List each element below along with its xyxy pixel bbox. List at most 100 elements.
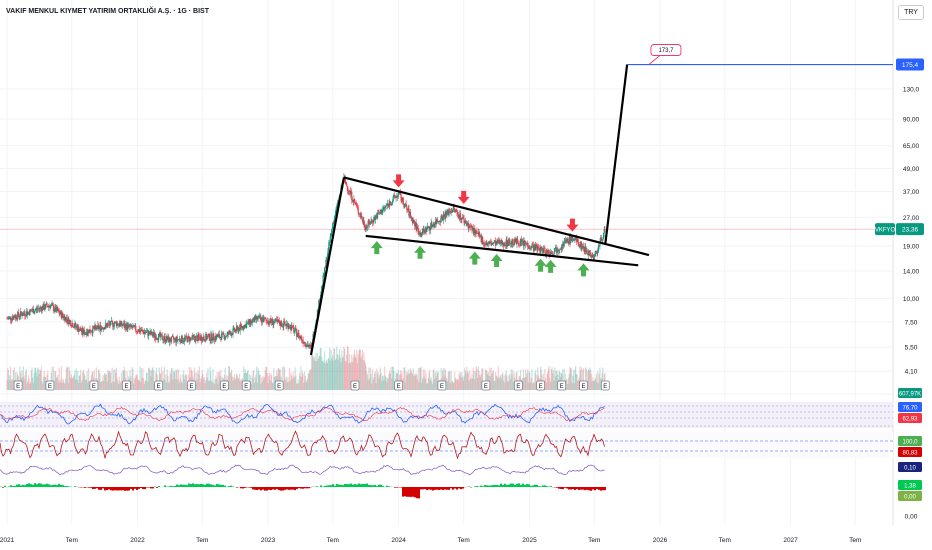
candle-body — [493, 241, 495, 244]
candle-body — [439, 221, 442, 223]
volume-bar — [491, 373, 493, 390]
volume-bar — [182, 374, 184, 390]
candle-body — [525, 243, 527, 245]
volume-bar — [436, 373, 439, 390]
volume-bar — [354, 349, 356, 390]
candle-body — [219, 336, 221, 338]
candle-body — [401, 200, 403, 202]
candle-body — [143, 331, 145, 334]
volume-bar — [477, 377, 479, 390]
candle-body — [384, 206, 386, 208]
volume-bar — [289, 380, 291, 390]
volume-bar — [214, 379, 216, 390]
volume-bar — [354, 356, 356, 390]
volume-bar — [264, 370, 266, 390]
candle-body — [396, 195, 399, 198]
candle-body — [209, 339, 211, 341]
volume-bar — [550, 368, 552, 390]
volume-bar — [552, 370, 555, 390]
histogram-bar — [488, 485, 490, 487]
candle-body — [133, 325, 135, 327]
candle-body — [602, 239, 604, 241]
histogram-bar — [140, 487, 142, 489]
candle-body — [522, 241, 524, 242]
volume-bar — [509, 379, 512, 390]
volume-bar — [500, 378, 502, 390]
candle-body — [254, 316, 256, 317]
volume-bar — [426, 383, 429, 390]
candle-body — [163, 339, 165, 341]
volume-bar — [294, 367, 296, 390]
candle-body — [360, 216, 362, 218]
candle-body — [14, 317, 16, 319]
candle-body — [321, 284, 324, 286]
candle-body — [78, 330, 80, 332]
candle-body — [523, 240, 525, 246]
down-arrow-icon — [566, 218, 579, 232]
volume-bar — [497, 366, 499, 390]
histogram-bar — [540, 486, 542, 487]
histogram-bar — [560, 487, 562, 489]
volume-bar — [504, 382, 506, 390]
candle-body — [153, 332, 155, 338]
candle-body — [83, 329, 85, 335]
histogram-bar — [360, 484, 362, 487]
histogram-bar — [102, 487, 104, 489]
candle-body — [395, 196, 397, 198]
volume-bar — [38, 374, 40, 390]
volume-bar — [516, 371, 518, 390]
candle-body — [330, 233, 332, 237]
histogram-bar — [356, 484, 358, 487]
volume-bar — [208, 380, 210, 390]
candle-body — [273, 323, 275, 326]
candle-body — [488, 241, 490, 244]
volume-bar — [412, 368, 414, 390]
candle-body — [71, 323, 73, 327]
histogram-bar — [590, 487, 592, 491]
histogram-bar — [332, 484, 334, 487]
histogram-bar — [580, 487, 582, 490]
candle-body — [291, 325, 293, 331]
time-tick-label: Tem — [327, 537, 339, 544]
volume-bar — [588, 370, 590, 390]
indicator-panes — [0, 402, 893, 499]
candle-body — [294, 328, 296, 331]
volume-bar — [596, 382, 598, 390]
candle-body — [252, 317, 254, 321]
earnings-marker — [154, 380, 163, 391]
candle-body — [507, 241, 509, 247]
candle-body — [134, 325, 136, 327]
volume-bar — [60, 366, 62, 390]
volume-bar — [343, 346, 345, 390]
volume-bar — [112, 381, 114, 390]
histogram-bar — [150, 487, 152, 489]
currency-button[interactable]: TRY — [898, 5, 924, 20]
candle-body — [565, 239, 567, 241]
volume-bar — [139, 366, 141, 390]
candle-body — [411, 217, 413, 219]
candle-body — [7, 317, 10, 319]
volume-bar — [598, 373, 600, 390]
volume-bar — [181, 382, 183, 390]
histogram-bar — [510, 483, 512, 487]
candle-body — [176, 336, 178, 341]
candle-body — [389, 201, 391, 204]
time-tick-label: 2027 — [783, 537, 798, 544]
up-arrow-icon — [370, 241, 383, 255]
candle-body — [250, 320, 252, 325]
volume-bar — [313, 359, 315, 390]
volume-bar — [573, 383, 575, 390]
volume-bar — [554, 367, 556, 390]
candle-body — [370, 220, 372, 224]
volume-bar — [314, 361, 316, 390]
volume-bar — [83, 373, 85, 390]
candle-body — [268, 321, 270, 325]
up-arrow-icon — [468, 251, 481, 265]
candle-body — [439, 220, 441, 222]
histogram-bar — [38, 483, 40, 487]
volume-bar — [602, 367, 604, 390]
volume-bar — [315, 352, 317, 390]
candle-body — [444, 215, 446, 219]
earnings-marker — [350, 380, 360, 391]
